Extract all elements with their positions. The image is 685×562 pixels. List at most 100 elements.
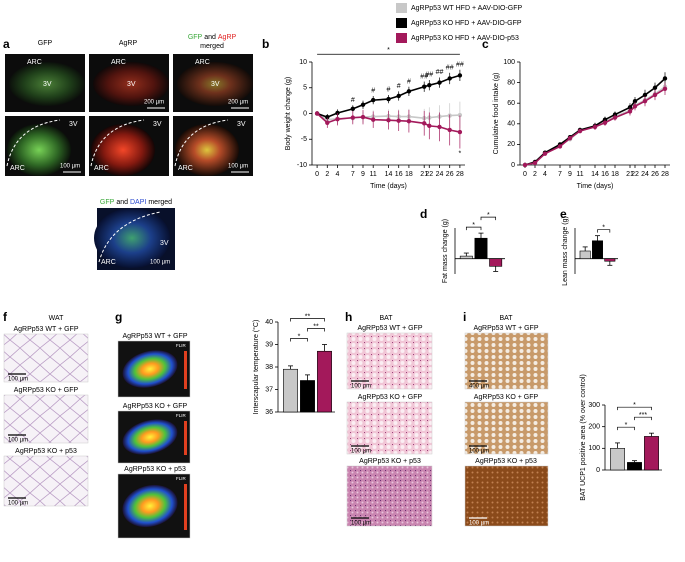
legend-label: AgRPp53 KO HFD + AAV-DIO-p53 (411, 35, 519, 42)
bar (317, 350, 332, 413)
significance-bracket (307, 328, 325, 332)
significance-bracket (480, 216, 497, 221)
thermal-signal (122, 350, 178, 388)
panel-title: BAT (499, 315, 513, 322)
region-label: 3V (211, 81, 220, 88)
panel-letter: e (560, 207, 567, 221)
bar (610, 448, 625, 471)
x-tick-label: 7 (351, 171, 355, 178)
x-tick-label: 16 (601, 171, 609, 178)
annotation: # (351, 97, 355, 104)
panel-letter: g (115, 310, 122, 324)
x-tick-label: 16 (395, 171, 403, 178)
data-point (602, 120, 608, 125)
significance-text: ** (313, 323, 319, 330)
micrograph-signal (177, 62, 253, 106)
significance-text: * (625, 422, 628, 429)
data-point (422, 121, 427, 126)
scale-label: 100 µm (8, 501, 28, 507)
camera-label: FLIR (176, 476, 187, 481)
y-tick-label: 36 (265, 409, 273, 416)
significance-text: * (487, 212, 490, 219)
image (3, 333, 89, 383)
y-tick-label: 39 (265, 341, 273, 348)
header-part: GFP (188, 34, 203, 41)
x-tick-label: 22 (631, 171, 639, 178)
significance-bracket (617, 406, 652, 411)
group-label: AgRPp53 WT + GFP (13, 326, 78, 333)
header-part: merged (148, 199, 172, 206)
micrograph-signal (9, 62, 85, 106)
scale-label: 100 µm (150, 260, 170, 266)
data-point (652, 92, 658, 98)
group-label: AgRPp53 KO + p53 (124, 466, 186, 473)
x-tick-label: 0 (315, 171, 319, 178)
x-tick-label: 4 (336, 171, 340, 178)
image (346, 401, 433, 455)
significance-text: * (602, 225, 605, 232)
panel-title: WAT (49, 315, 64, 322)
data-point (652, 85, 658, 90)
data-point (557, 144, 563, 149)
image (464, 465, 549, 527)
x-tick-label: 2 (533, 171, 537, 178)
y-axis-title: Fat mass change (g) (442, 219, 449, 283)
y-tick-label: 38 (265, 364, 273, 371)
x-tick-label: 0 (523, 171, 527, 178)
y-tick-label: 60 (507, 100, 515, 107)
y-tick-label: 40 (507, 121, 515, 128)
micrograph-signal (7, 124, 71, 176)
data-point (447, 76, 452, 81)
region-label: 3V (69, 121, 78, 128)
x-tick-label: 24 (641, 171, 649, 178)
data-point (427, 82, 432, 88)
data-point (642, 98, 648, 104)
legend-swatch (396, 3, 407, 13)
x-tick-label: 11 (370, 171, 377, 178)
y-tick-label: 0 (511, 162, 515, 169)
data-point (371, 97, 376, 103)
header-part: and (204, 34, 216, 41)
annotation: # (387, 87, 391, 94)
y-axis-title: Body weight change (g) (285, 77, 292, 151)
micrograph-signal (93, 62, 169, 106)
y-tick-label: -10 (297, 162, 307, 169)
micrograph-signal (94, 208, 170, 268)
data-point (360, 102, 366, 107)
data-point (325, 120, 330, 125)
y-tick-label: 100 (503, 59, 515, 66)
data-point (522, 162, 528, 168)
column-header: AgRP (119, 40, 138, 47)
data-point (350, 115, 355, 120)
panel-letter: h (345, 310, 352, 324)
data-point (396, 93, 401, 99)
annotation: ## (456, 61, 464, 68)
data-point (457, 73, 463, 78)
panel-letter: i (463, 310, 466, 324)
region-label: ARC (10, 165, 25, 172)
bar (283, 368, 298, 413)
y-tick-label: 40 (265, 319, 273, 326)
y-tick-label: 37 (265, 386, 273, 393)
legend-swatch (396, 18, 407, 28)
significance-text: * (633, 402, 636, 409)
thermal-scale (184, 421, 187, 455)
scale-label: 100 µm (351, 521, 371, 527)
group-label: AgRPp53 KO + p53 (15, 448, 77, 455)
x-tick-label: 9 (568, 171, 572, 178)
region-label: ARC (101, 259, 116, 266)
header-part: AgRP (218, 34, 237, 41)
x-tick-label: 24 (436, 171, 444, 178)
legend-swatch (396, 33, 407, 43)
annotation: # (371, 88, 375, 95)
significance-bracket (597, 229, 611, 233)
group-label: AgRPp53 KO + GFP (14, 387, 79, 394)
y-tick-label: 0 (596, 467, 600, 474)
panel-letter: d (420, 207, 427, 221)
y-tick-label: -5 (301, 136, 307, 143)
bar (644, 436, 659, 471)
data-point (406, 89, 412, 94)
significance-text: * (472, 222, 475, 229)
camera-label: FLIR (176, 413, 187, 418)
